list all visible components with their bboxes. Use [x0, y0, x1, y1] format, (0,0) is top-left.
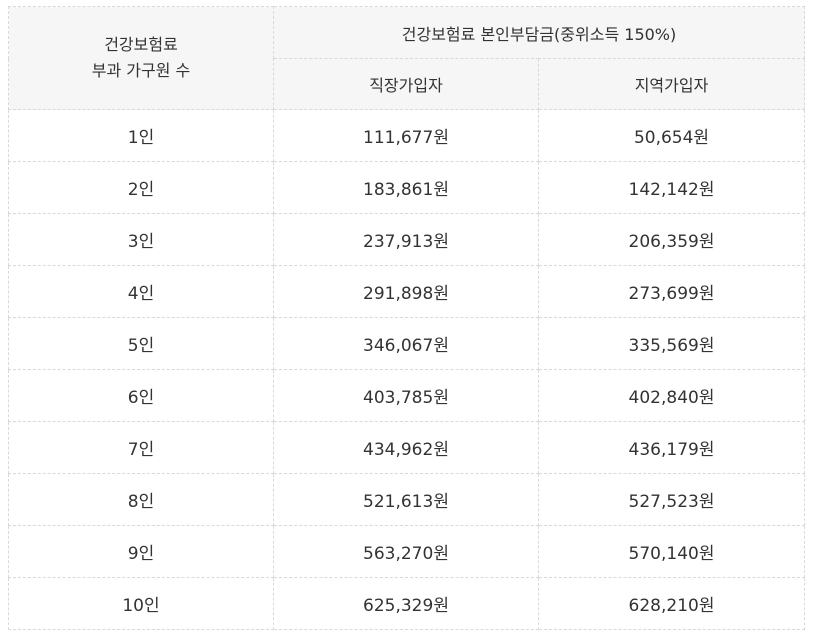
- employee-premium-cell: 346,067원: [273, 317, 539, 370]
- premium-table-container: 건강보험료 부과 가구원 수 건강보험료 본인부담금(중위소득 150%) 직장…: [8, 6, 806, 630]
- regional-subscriber-header: 지역가입자: [537, 58, 806, 110]
- employee-premium-cell: 183,861원: [273, 161, 539, 214]
- employee-premium-cell: 403,785원: [273, 369, 539, 422]
- table-row: 3인 237,913원 206,359원: [8, 213, 806, 266]
- header-row-sub: 직장가입자 지역가입자: [9, 58, 806, 110]
- household-cell: 6인: [8, 369, 274, 422]
- table-row: 1인 111,677원 50,654원: [8, 109, 806, 162]
- regional-premium-cell: 436,179원: [537, 421, 806, 474]
- household-cell: 4인: [8, 265, 274, 318]
- household-header-line1: 건강보험료: [104, 35, 178, 54]
- household-cell: 7인: [8, 421, 274, 474]
- regional-premium-cell: 273,699원: [537, 265, 806, 318]
- table-row: 7인 434,962원 436,179원: [8, 421, 806, 474]
- regional-premium-cell: 335,569원: [537, 317, 806, 370]
- table-row: 4인 291,898원 273,699원: [8, 265, 806, 318]
- regional-premium-cell: 50,654원: [537, 109, 806, 162]
- household-cell: 5인: [8, 317, 274, 370]
- employee-premium-cell: 521,613원: [273, 473, 539, 526]
- employee-premium-cell: 237,913원: [273, 213, 539, 266]
- employee-premium-cell: 111,677원: [273, 109, 539, 162]
- employee-premium-cell: 563,270원: [273, 525, 539, 578]
- household-cell: 1인: [8, 109, 274, 162]
- table-row: 5인 346,067원 335,569원: [8, 317, 806, 370]
- household-cell: 9인: [8, 525, 274, 578]
- employee-premium-cell: 434,962원: [273, 421, 539, 474]
- regional-premium-cell: 206,359원: [537, 213, 806, 266]
- household-header-line2: 부과 가구원 수: [91, 61, 191, 80]
- employee-subscriber-header: 직장가입자: [273, 58, 539, 110]
- household-cell: 8인: [8, 473, 274, 526]
- table-row: 2인 183,861원 142,142원: [8, 161, 806, 214]
- employee-premium-cell: 625,329원: [273, 577, 539, 630]
- household-cell: 10인: [8, 577, 274, 630]
- regional-premium-cell: 402,840원: [537, 369, 806, 422]
- table-row: 9인 563,270원 570,140원: [8, 525, 806, 578]
- table-row: 6인 403,785원 402,840원: [8, 369, 806, 422]
- regional-premium-cell: 527,523원: [537, 473, 806, 526]
- household-count-header: 건강보험료 부과 가구원 수: [8, 6, 274, 110]
- regional-premium-cell: 570,140원: [537, 525, 806, 578]
- household-cell: 3인: [8, 213, 274, 266]
- employee-premium-cell: 291,898원: [273, 265, 539, 318]
- health-insurance-premium-table: 건강보험료 부과 가구원 수 건강보험료 본인부담금(중위소득 150%) 직장…: [8, 6, 806, 630]
- table-row: 8인 521,613원 527,523원: [8, 473, 806, 526]
- header-row-top: 건강보험료 부과 가구원 수 건강보험료 본인부담금(중위소득 150%): [8, 6, 806, 110]
- table-row: 10인 625,329원 628,210원: [8, 577, 806, 630]
- regional-premium-cell: 628,210원: [537, 577, 806, 630]
- regional-premium-cell: 142,142원: [537, 161, 806, 214]
- premium-group-header: 건강보험료 본인부담금(중위소득 150%): [272, 6, 806, 59]
- household-cell: 2인: [8, 161, 274, 214]
